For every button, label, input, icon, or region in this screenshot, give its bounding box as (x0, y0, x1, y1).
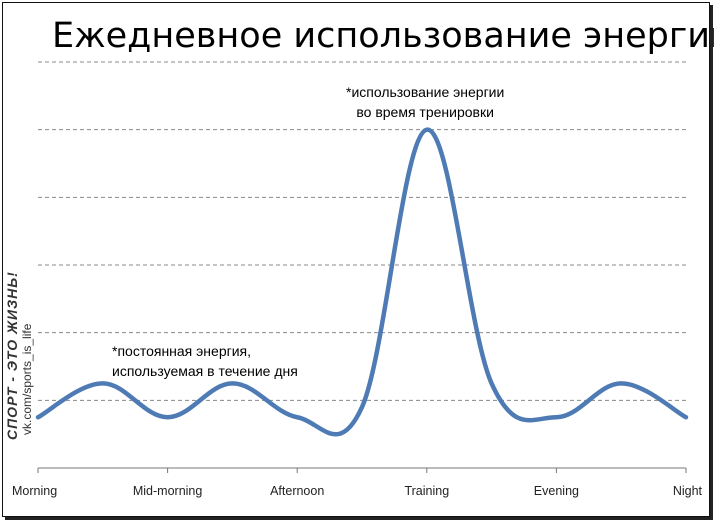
annotation-baseline-line2: используемая в течение дня (112, 363, 298, 379)
x-tick-label: Training (404, 484, 450, 498)
annotation-training: *использование энергии во время трениров… (346, 82, 504, 122)
x-tick-label: Mid-morning (132, 484, 203, 498)
chart-title: Ежедневное использование энергии (52, 16, 714, 56)
series-layer (35, 127, 689, 437)
annotation-training-line1: *использование энергии (346, 84, 505, 100)
energy-series-line (35, 127, 689, 437)
annotation-baseline-line1: *постоянная энергия, (112, 343, 252, 359)
gridlines (38, 61, 686, 401)
x-tick-label: Afternoon (270, 484, 325, 498)
x-tick-label: Night (672, 484, 702, 498)
annotation-training-line2: во время тренировки (356, 104, 494, 120)
x-tick-label: Evening (533, 484, 579, 498)
x-axis (37, 467, 687, 473)
x-tick-label: Morning (12, 484, 58, 498)
annotation-baseline: *постоянная энергия, используемая в тече… (112, 341, 298, 381)
